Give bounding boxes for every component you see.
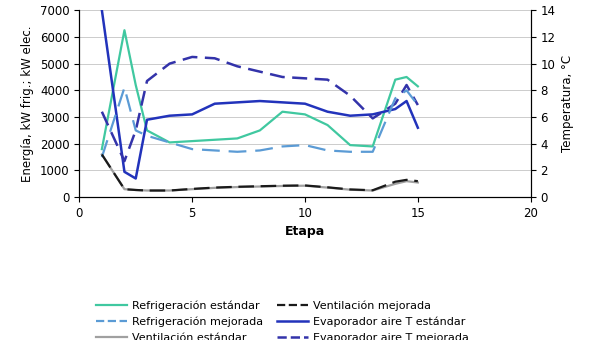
X-axis label: Etapa: Etapa xyxy=(285,225,325,238)
Y-axis label: Temperatura, °C: Temperatura, °C xyxy=(561,55,574,152)
Legend: Refrigeración estándar, Refrigeración mejorada, Ventilación estándar, Ventilació: Refrigeración estándar, Refrigeración me… xyxy=(91,296,474,340)
Y-axis label: Energía, kW frig.; kW elec.: Energía, kW frig.; kW elec. xyxy=(21,26,34,182)
